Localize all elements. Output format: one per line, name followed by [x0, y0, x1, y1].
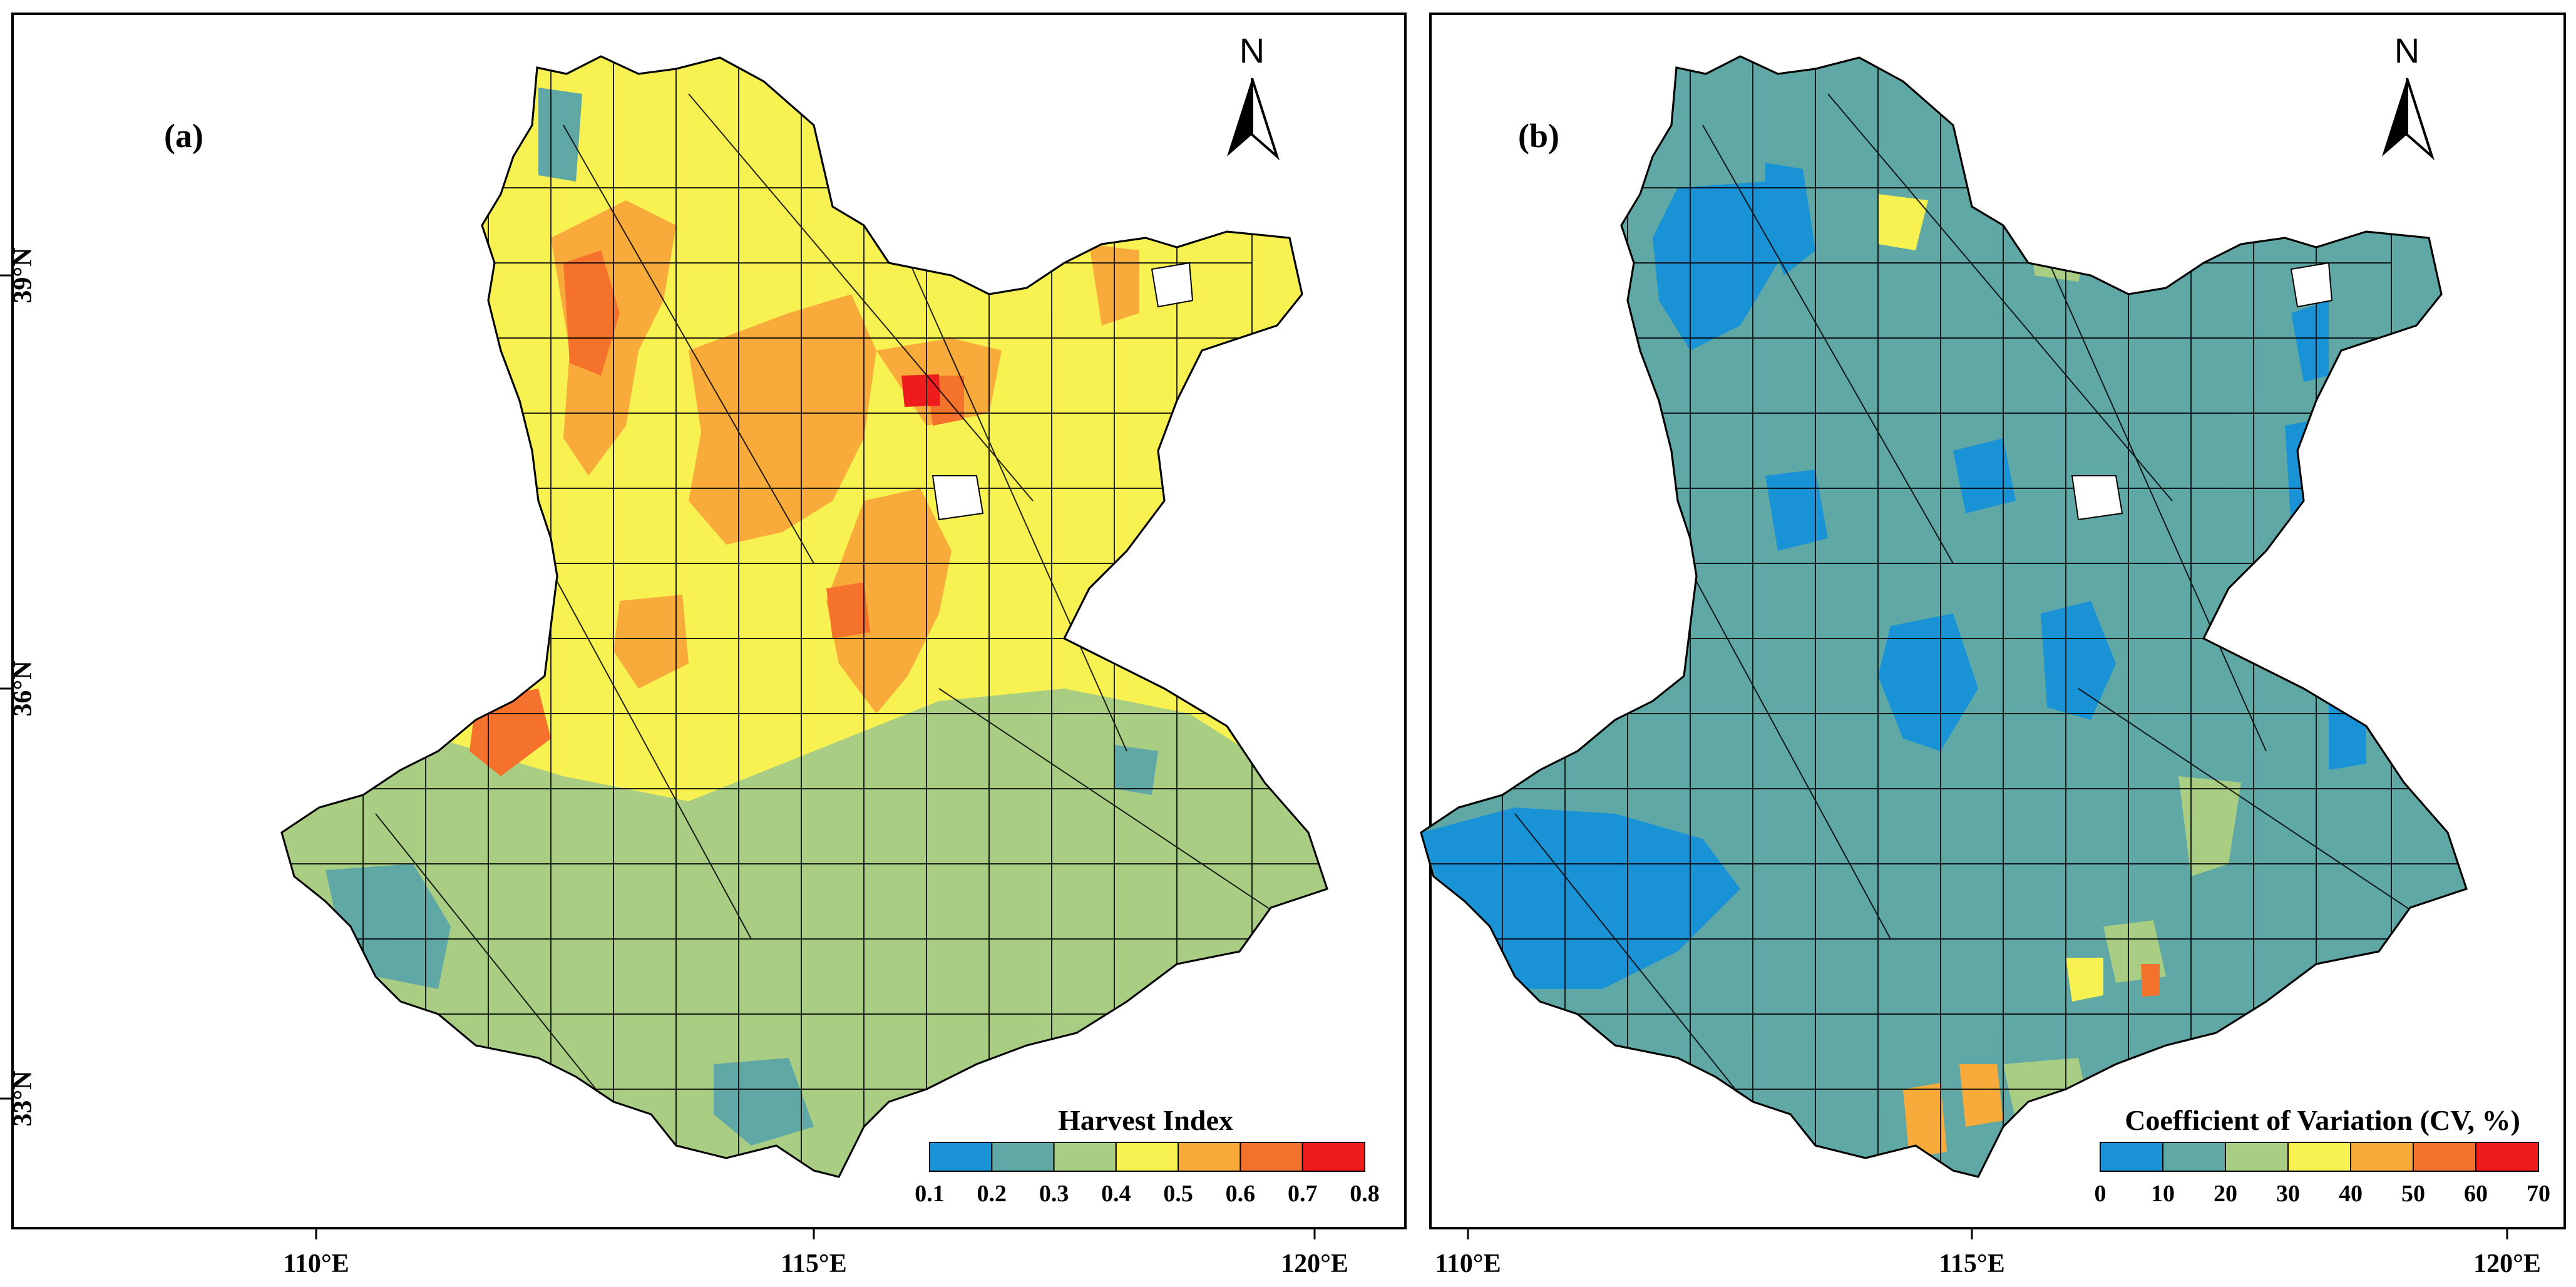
panel-b-x-axis: 110°E 115°E 120°E [1435, 1228, 2541, 1278]
panel-b-legend-swatches [2100, 1142, 2539, 1172]
legend-tick-label: 0.4 [1101, 1181, 1131, 1207]
panel-b-zone-green-2 [2178, 776, 2241, 876]
panel-a-hole-2 [1151, 262, 1194, 308]
panel-a-zone-orange-center [689, 294, 876, 545]
north-arrow-left-half-icon [2382, 78, 2407, 156]
panel-b-north-arrow: N [2382, 31, 2435, 161]
legend-swatch [929, 1142, 993, 1172]
panel-a-legend: Harvest Index 0.1 0.2 0.3 0.4 0.5 0.6 0.7 0.8 [915, 1104, 1380, 1207]
legend-swatch [2287, 1142, 2351, 1172]
legend-swatch [2475, 1142, 2539, 1172]
panel-a-y-axis: 39°N 36°N 33°N [0, 247, 38, 1127]
panel-b-zone-yellow-n [1878, 194, 1928, 250]
panel-a-xtick-115: 115°E [781, 1249, 847, 1278]
legend-tick-label: 50 [2401, 1181, 2425, 1207]
panel-b-label: (b) [1518, 117, 1559, 155]
panel-a-label: (a) [164, 117, 203, 155]
legend-tick-label: 60 [2464, 1181, 2488, 1207]
panel-a-legend-title: Harvest Index [1058, 1104, 1233, 1136]
legend-swatch [1115, 1142, 1179, 1172]
legend-tick-label: 0.1 [915, 1181, 945, 1207]
panel-b-zone-blue-nw [1653, 182, 1778, 351]
legend-tick-label: 40 [2339, 1181, 2363, 1207]
panel-a-zone-orange-mid [613, 595, 689, 689]
legend-tick-label: 0.8 [1350, 1181, 1380, 1207]
panel-b-legend: Coefficient of Variation (CV, %) 0 10 20 30… [2095, 1104, 2551, 1207]
legend-swatch [2350, 1142, 2414, 1172]
panel-a-x-axis: 110°E 115°E 120°E [283, 1228, 1348, 1278]
panel-b-xtick-120: 120°E [2473, 1249, 2541, 1278]
panel-b-zone-deep-orange [2141, 964, 2160, 997]
panel-a-legend-ticks: 0.1 0.2 0.3 0.4 0.5 0.6 0.7 0.8 [915, 1181, 1380, 1207]
panel-b-north-letter: N [2394, 31, 2419, 70]
panel-b-xtick-110: 110°E [1435, 1249, 1501, 1278]
legend-tick-label: 30 [2276, 1181, 2300, 1207]
panel-b-zone-blue-c [1878, 613, 1978, 751]
panel-b-zone-orange-1 [1903, 1083, 1947, 1158]
legend-swatch [2225, 1142, 2289, 1172]
legend-swatch [1053, 1142, 1117, 1172]
legend-tick-label: 20 [2214, 1181, 2237, 1207]
panel-a-zone-southwest [326, 864, 451, 989]
panel-a-legend-swatches [929, 1142, 1366, 1172]
panel-b-zone-blue-n [1765, 163, 1815, 275]
legend-swatch [2162, 1142, 2226, 1172]
panel-b-legend-title: Coefficient of Variation (CV, %) [2125, 1104, 2520, 1136]
north-arrow-right-half-icon [1251, 78, 1280, 161]
panel-a-zone-deep-orange-c [826, 582, 870, 638]
legend-tick-label: 0.2 [977, 1181, 1007, 1207]
panel-a-zone-red [901, 374, 940, 407]
panel-a-xtick-120: 120°E [1281, 1249, 1348, 1278]
legend-tick-label: 0 [2095, 1181, 2106, 1207]
north-arrow-left-half-icon [1227, 78, 1252, 156]
panel-a-zone-deep-orange-nw [563, 250, 620, 376]
panel-a-zone-east-teal [1114, 745, 1158, 795]
legend-tick-label: 0.5 [1163, 1181, 1193, 1207]
panel-a-xtick-110: 110°E [283, 1249, 349, 1278]
panel-b-legend-ticks: 0 10 20 30 40 50 60 70 [2095, 1181, 2551, 1207]
panel-a-ytick-33: 33°N [9, 1070, 38, 1126]
legend-swatch [991, 1142, 1055, 1172]
panel-a-north-arrow: N [1227, 31, 1280, 161]
north-arrow-right-half-icon [2406, 78, 2435, 161]
panel-a-north-letter: N [1239, 31, 1265, 70]
panel-b-xtick-115: 115°E [1939, 1249, 2005, 1278]
panel-a: (a) N Harvest Index 0.1 0.2 0.3 0.4 0.5 0.6 0.… [0, 13, 1407, 1278]
panel-b-zone-orange-2 [1959, 1064, 2003, 1127]
legend-tick-label: 0.7 [1288, 1181, 1318, 1207]
legend-swatch [1178, 1142, 1241, 1172]
legend-tick-label: 10 [2151, 1181, 2175, 1207]
panel-b-zone-blue-mid [1765, 469, 1828, 551]
panel-a-hole-1 [931, 475, 984, 521]
legend-swatch [2100, 1142, 2163, 1172]
panel-a-zone-northwest-teal [538, 88, 582, 182]
panel-b-zone-blue-ne [2291, 300, 2329, 382]
panel-b-zone-yellow-s [2066, 958, 2103, 1002]
legend-swatch [1301, 1142, 1366, 1172]
panel-a-zone-orange-east [826, 488, 952, 714]
legend-swatch [1239, 1142, 1303, 1172]
legend-swatch [2413, 1142, 2476, 1172]
panel-b-zone-blue-cn [1953, 438, 2016, 513]
panel-b-hole-1 [2071, 475, 2123, 521]
panel-b: (b) N Coefficient of Variation (CV, %) 0… [1420, 13, 2566, 1278]
legend-tick-label: 0.3 [1039, 1181, 1069, 1207]
panel-a-ytick-39: 39°N [9, 247, 38, 303]
panel-a-ytick-36: 36°N [9, 660, 38, 716]
legend-tick-label: 70 [2527, 1181, 2550, 1207]
panel-b-hole-2 [2290, 262, 2333, 308]
legend-tick-label: 0.6 [1226, 1181, 1256, 1207]
panel-b-zone-blue-sw [1421, 808, 1740, 989]
panel-b-zone-blue-ce [2041, 601, 2116, 720]
